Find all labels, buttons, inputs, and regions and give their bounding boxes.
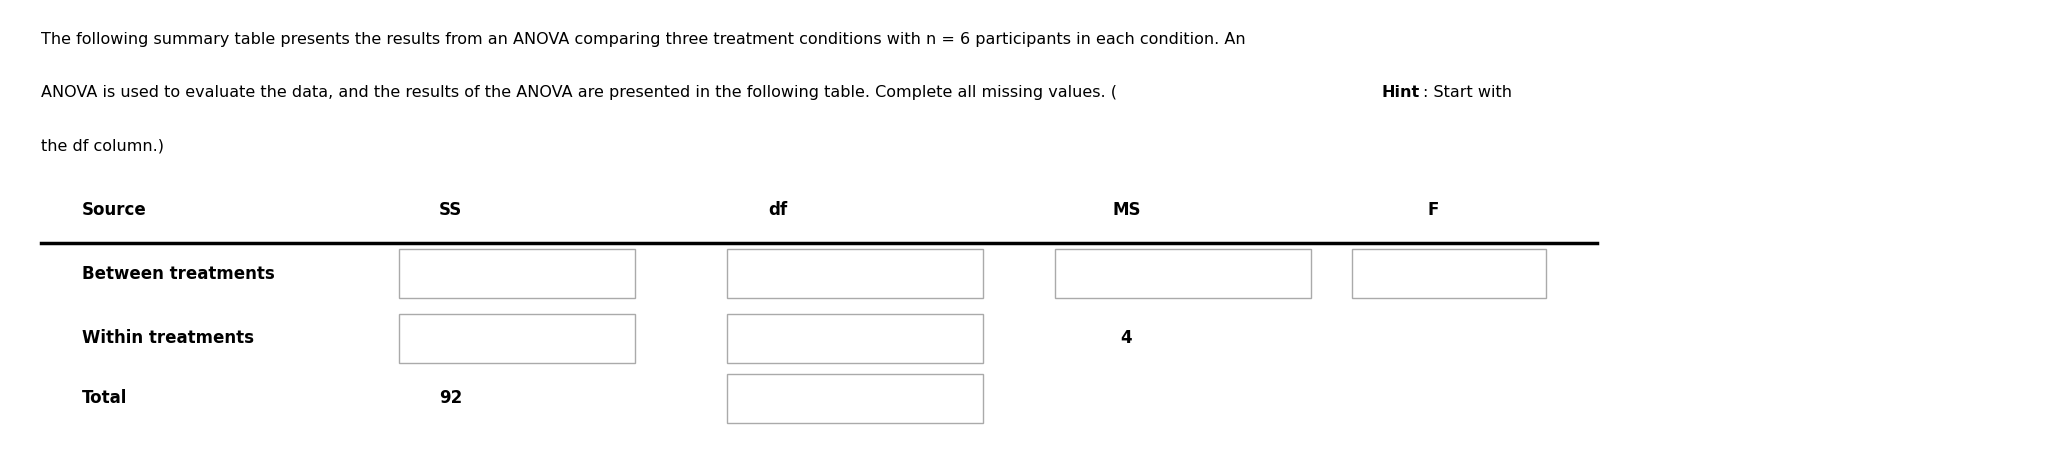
Text: F: F	[1427, 201, 1440, 219]
Text: The following summary table presents the results from an ANOVA comparing three t: The following summary table presents the…	[41, 32, 1245, 47]
Text: 92: 92	[438, 389, 463, 407]
Text: Total: Total	[82, 389, 127, 407]
Text: the df column.): the df column.)	[41, 139, 164, 153]
FancyBboxPatch shape	[727, 249, 983, 298]
FancyBboxPatch shape	[1055, 249, 1311, 298]
Text: Hint: Hint	[1380, 85, 1419, 100]
Text: ANOVA is used to evaluate the data, and the results of the ANOVA are presented i: ANOVA is used to evaluate the data, and …	[41, 85, 1116, 100]
Text: MS: MS	[1112, 201, 1141, 219]
Text: Between treatments: Between treatments	[82, 265, 274, 283]
Text: : Start with: : Start with	[1423, 85, 1511, 100]
Text: SS: SS	[438, 201, 463, 219]
FancyBboxPatch shape	[727, 314, 983, 363]
Text: Within treatments: Within treatments	[82, 329, 254, 347]
Text: Source: Source	[82, 201, 147, 219]
Text: 4: 4	[1120, 329, 1133, 347]
FancyBboxPatch shape	[1352, 249, 1546, 298]
FancyBboxPatch shape	[399, 249, 635, 298]
Text: df: df	[768, 201, 788, 219]
FancyBboxPatch shape	[399, 314, 635, 363]
FancyBboxPatch shape	[727, 374, 983, 423]
